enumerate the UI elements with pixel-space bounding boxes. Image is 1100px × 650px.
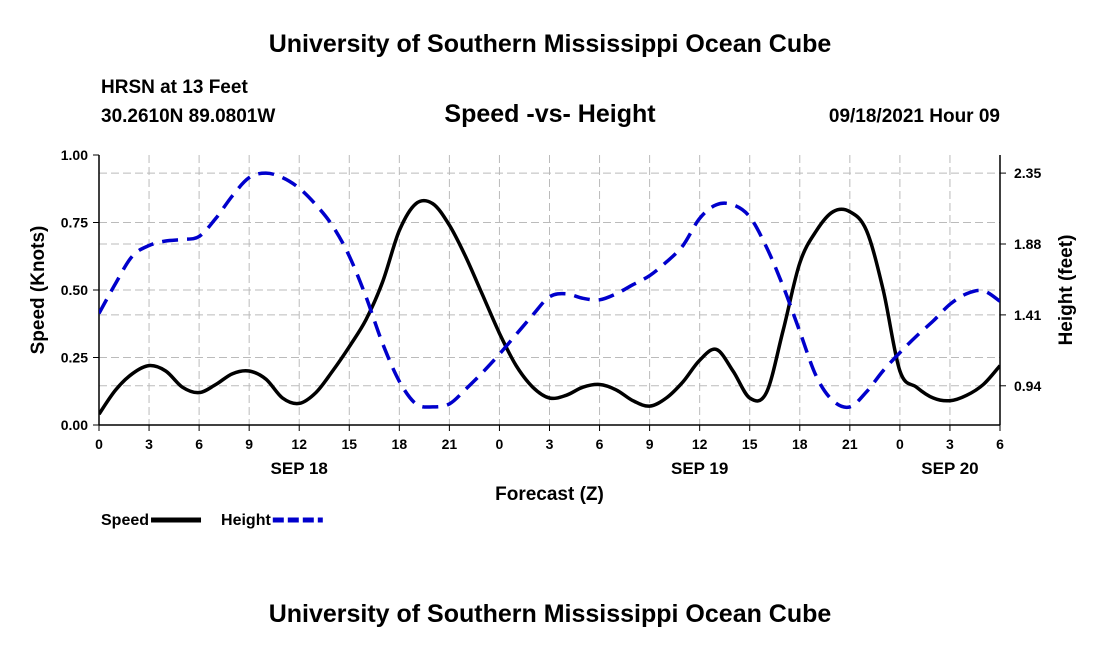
y2-tick-label: 0.94 [1014,378,1041,394]
x-tick-label: 3 [145,436,153,452]
y2-tick-label: 2.35 [1014,165,1041,181]
y-tick-label: 1.00 [61,147,88,163]
legend-label-speed: Speed [101,512,149,529]
x-tick-label: 0 [496,436,504,452]
date-label: SEP 18 [271,459,328,478]
coordinates-label: 30.2610N 89.0801W [101,106,276,127]
x-tick-label: 18 [392,436,408,452]
y-axis-title: Speed (Knots) [28,226,49,355]
series-speed-line [99,198,1000,416]
x-tick-label: 21 [842,436,858,452]
chart: 0 3 6 9 12 15 18 21 0 3 6 9 12 15 18 21 0 3 6 0.00 0.25 0.50 0… [28,147,1077,529]
x-tick-label: 12 [692,436,708,452]
x-tick-label: 6 [195,436,203,452]
series-height-line [99,171,1000,410]
x-tick-label: 3 [546,436,554,452]
page-title: University of Southern Mississippi Ocean… [268,30,832,58]
y2-tick-label: 1.88 [1014,236,1041,252]
chart-title: Speed -vs- Height [444,100,656,128]
y-tick-label: 0.00 [61,417,88,433]
date-label: SEP 20 [921,459,978,478]
y2-tick-label: 1.41 [1014,307,1041,323]
x-tick-label: 0 [896,436,904,452]
y-tick-label: 0.25 [61,350,88,366]
x-tick-label: 15 [742,436,758,452]
x-tick-label: 9 [245,436,253,452]
legend-label-height: Height [221,512,271,529]
x-tick-label: 6 [596,436,604,452]
x-tick-label: 12 [291,436,307,452]
x-tick-label: 3 [946,436,954,452]
x-tick-label: 18 [792,436,808,452]
x-tick-label: 0 [95,436,103,452]
x-tick-label: 21 [442,436,458,452]
x-tick-label: 6 [996,436,1004,452]
x-tick-label: 15 [341,436,357,452]
x-axis-title: Forecast (Z) [495,484,604,505]
y-tick-label: 0.50 [61,282,88,298]
y-tick-label: 0.75 [61,215,88,231]
x-tick-label: 9 [646,436,654,452]
station-label: HRSN at 13 Feet [101,77,248,98]
date-label: SEP 19 [671,459,728,478]
footer-title: University of Southern Mississippi Ocean… [268,600,832,628]
datetime-label: 09/18/2021 Hour 09 [828,106,1000,127]
y2-axis-title: Height (feet) [1056,235,1077,346]
